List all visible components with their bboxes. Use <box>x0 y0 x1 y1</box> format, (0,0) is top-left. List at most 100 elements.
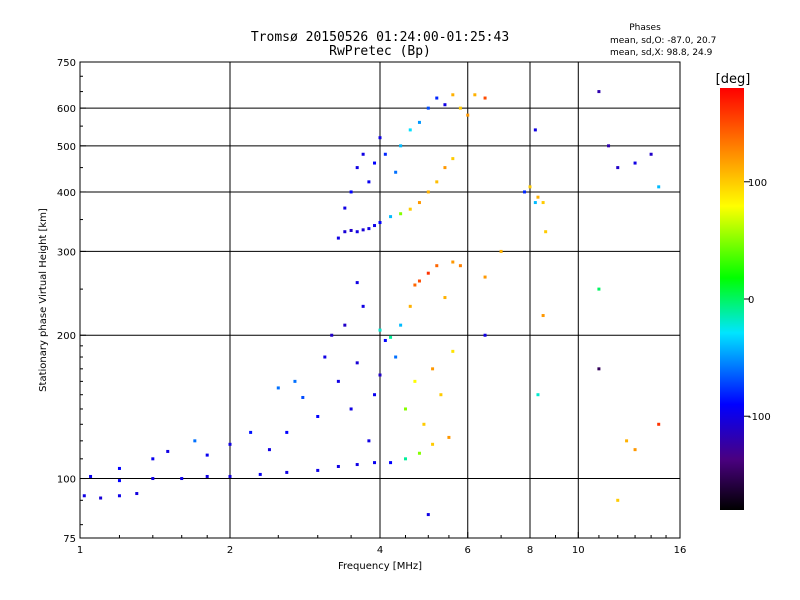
data-point <box>355 230 359 234</box>
data-point <box>473 93 477 97</box>
data-point <box>399 144 403 148</box>
data-point <box>378 328 382 332</box>
data-point <box>408 128 412 132</box>
data-point <box>443 166 447 170</box>
colorbar-tick-label: 0 <box>748 295 754 306</box>
data-point <box>349 228 353 232</box>
data-point <box>249 430 253 434</box>
data-point <box>383 338 387 342</box>
data-point <box>536 195 540 199</box>
data-point <box>349 190 353 194</box>
data-point <box>544 230 548 234</box>
data-point <box>458 264 462 268</box>
data-point <box>355 166 359 170</box>
data-point <box>285 470 289 474</box>
stats-line-x: mean, sd,X: 98.8, 24.9 <box>610 48 713 58</box>
data-point <box>443 103 447 107</box>
data-point <box>417 451 421 455</box>
data-point <box>316 414 320 418</box>
data-point <box>408 207 412 211</box>
data-point <box>389 215 393 219</box>
data-point <box>403 407 407 411</box>
data-point <box>180 477 184 481</box>
y-tick-label: 300 <box>57 247 76 258</box>
data-point <box>343 323 347 327</box>
data-point <box>597 287 601 291</box>
data-point <box>657 422 661 426</box>
data-point <box>151 457 155 461</box>
data-point <box>330 333 334 337</box>
data-point <box>336 464 340 468</box>
data-point <box>528 185 532 189</box>
data-point <box>349 407 353 411</box>
data-point <box>367 180 371 184</box>
data-point <box>355 463 359 467</box>
data-point <box>389 335 393 339</box>
y-tick-label: 500 <box>57 142 76 153</box>
data-point <box>426 513 430 517</box>
data-point <box>394 355 398 359</box>
axes: 1 2 4 6 8 10 16 75 100 200 300 400 500 600 750 <box>57 58 686 556</box>
data-point <box>533 201 537 205</box>
y-tick-label: 750 <box>57 58 76 69</box>
data-point <box>367 439 371 443</box>
data-point <box>413 283 417 287</box>
data-point <box>417 120 421 124</box>
data-point <box>625 439 629 443</box>
data-point <box>413 379 417 383</box>
data-point <box>399 323 403 327</box>
x-axis-label: Frequency [MHz] <box>338 561 422 572</box>
data-point <box>607 144 611 148</box>
chart-subtitle: RwPretec (Bp) <box>329 44 431 59</box>
data-point <box>435 180 439 184</box>
x-tick-label: 8 <box>527 545 533 556</box>
data-point <box>633 161 637 165</box>
data-point <box>417 201 421 205</box>
data-point <box>426 106 430 110</box>
colorbar-tick-label: 100 <box>748 178 767 189</box>
data-point <box>89 474 93 478</box>
y-tick-label: 600 <box>57 104 76 115</box>
data-point <box>447 435 451 439</box>
x-tick-label: 10 <box>572 545 585 556</box>
y-tick-label: 200 <box>57 331 76 342</box>
data-point <box>466 113 470 117</box>
data-point <box>399 212 403 216</box>
data-point <box>361 228 365 232</box>
data-point <box>276 386 280 390</box>
data-point <box>343 230 347 234</box>
data-point <box>82 494 86 498</box>
data-point <box>443 296 447 300</box>
chart-title: Tromsø 20150526 01:24:00-01:25:43 <box>251 30 509 45</box>
data-point <box>267 448 271 452</box>
data-point <box>99 496 103 500</box>
data-point <box>355 281 359 285</box>
data-point <box>426 190 430 194</box>
y-tick-label: 400 <box>57 188 76 199</box>
data-point <box>389 461 393 465</box>
data-point <box>541 201 545 205</box>
stats-line-o: mean, sd,O: -87.0, 20.7 <box>610 36 716 46</box>
data-point <box>435 96 439 100</box>
colorbar-tick-label: -100 <box>748 412 771 423</box>
data-point <box>451 157 455 161</box>
data-point <box>316 468 320 472</box>
x-tick-label: 4 <box>377 545 383 556</box>
data-point <box>403 457 407 461</box>
data-point <box>228 442 232 446</box>
data-point <box>633 448 637 452</box>
data-point <box>439 393 443 397</box>
y-tick-label: 75 <box>63 534 76 545</box>
data-point <box>378 136 382 140</box>
grid-lines <box>80 62 680 538</box>
data-point <box>205 453 209 457</box>
data-point <box>435 264 439 268</box>
data-point <box>383 152 387 156</box>
data-point <box>597 90 601 94</box>
data-point <box>193 439 197 443</box>
data-point <box>597 367 601 371</box>
data-point <box>499 249 503 253</box>
data-point <box>228 474 232 478</box>
data-point <box>151 477 155 481</box>
